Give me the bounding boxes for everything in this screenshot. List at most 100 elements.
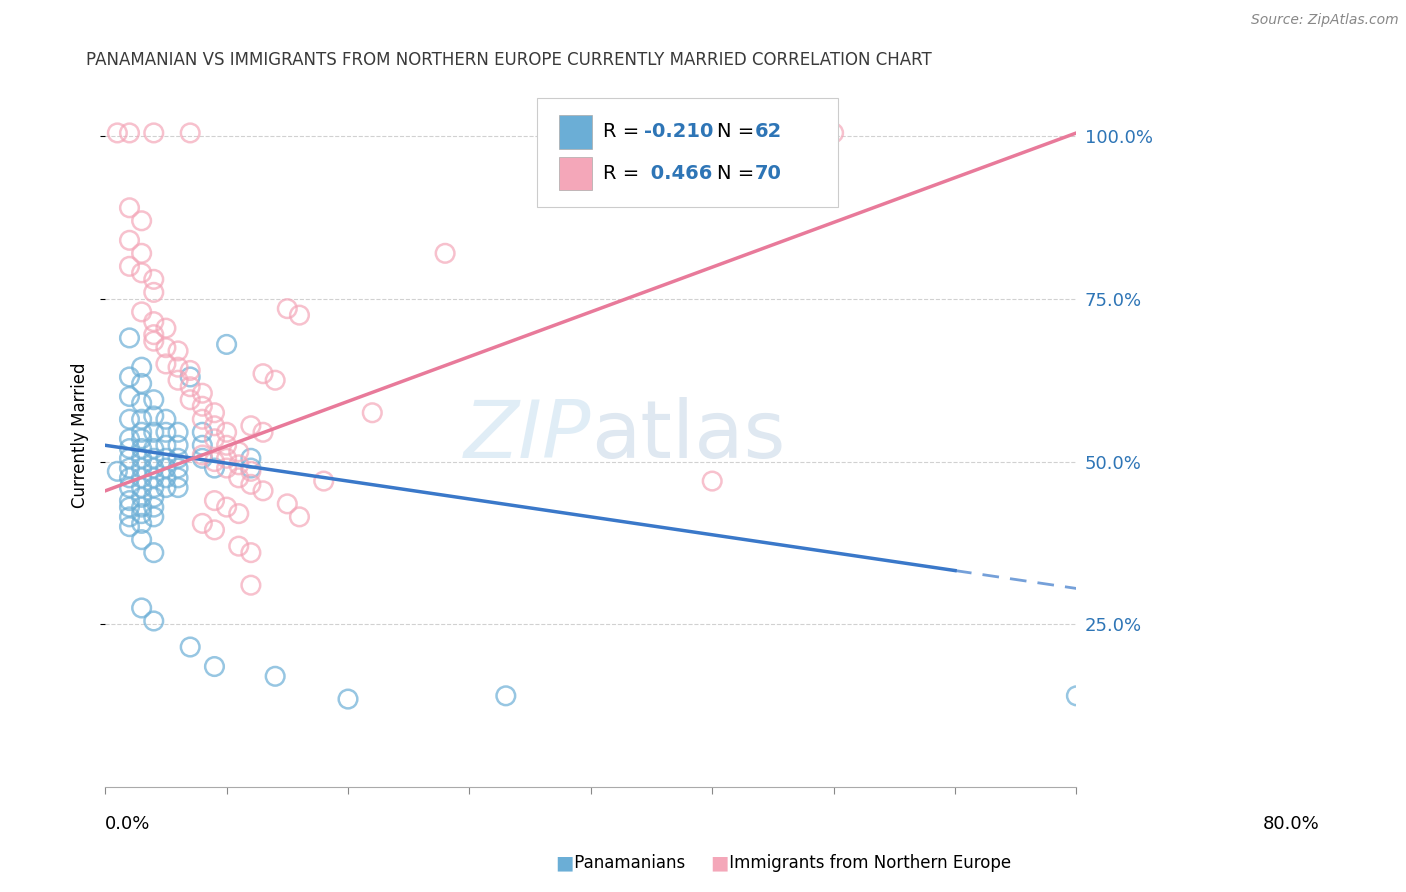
Point (131, 214, 153, 228)
Point (142, 272, 165, 286)
Point (118, 509, 141, 524)
Point (434, 246, 457, 260)
Point (276, 301, 298, 316)
Point (131, 451, 153, 466)
Point (167, 343, 190, 358)
Point (191, 425, 214, 440)
Text: 80.0%: 80.0% (1263, 815, 1319, 833)
Point (118, 201, 141, 215)
Point (204, 432, 226, 446)
Point (239, 451, 262, 466)
Point (228, 471, 250, 485)
Point (131, 533, 153, 547)
Point (179, 126, 201, 140)
Point (131, 461, 153, 475)
Point (288, 308, 311, 322)
Point (191, 451, 214, 466)
FancyBboxPatch shape (537, 98, 838, 207)
Point (823, 126, 845, 140)
Point (131, 425, 153, 440)
Point (1066, 689, 1088, 703)
Point (142, 481, 165, 495)
Point (142, 546, 165, 560)
Point (204, 418, 226, 433)
Text: 62: 62 (755, 122, 782, 141)
Point (215, 451, 238, 466)
Text: ■: ■ (555, 854, 574, 872)
Point (312, 474, 335, 488)
Point (361, 406, 384, 420)
Point (131, 266, 153, 280)
Text: 70: 70 (755, 164, 782, 183)
Text: -0.210: -0.210 (644, 122, 714, 141)
Text: 0.466: 0.466 (644, 164, 713, 183)
Point (264, 669, 287, 683)
Text: PANAMANIAN VS IMMIGRANTS FROM NORTHERN EUROPE CURRENTLY MARRIED CORRELATION CHAR: PANAMANIAN VS IMMIGRANTS FROM NORTHERN E… (86, 51, 932, 69)
Point (131, 500, 153, 515)
Point (118, 412, 141, 426)
Point (142, 392, 165, 407)
Point (702, 474, 724, 488)
Point (118, 432, 141, 446)
Point (239, 546, 262, 560)
Point (118, 370, 141, 384)
Point (131, 360, 153, 375)
Text: R =: R = (603, 122, 645, 141)
Point (276, 497, 298, 511)
Point (215, 461, 238, 475)
Point (191, 386, 214, 401)
Point (118, 260, 141, 274)
Point (179, 640, 201, 654)
Point (118, 493, 141, 508)
Point (118, 442, 141, 456)
Point (155, 412, 177, 426)
Point (215, 425, 238, 440)
Point (118, 519, 141, 533)
Bar (558, 115, 592, 149)
Point (228, 507, 250, 521)
Point (167, 438, 190, 452)
Point (118, 126, 141, 140)
Point (191, 516, 214, 531)
Point (131, 396, 153, 410)
Point (142, 491, 165, 505)
Point (118, 451, 141, 466)
Point (142, 451, 165, 466)
Point (155, 451, 177, 466)
Point (239, 578, 262, 592)
Point (142, 409, 165, 423)
Point (179, 370, 201, 384)
Point (131, 507, 153, 521)
Point (142, 285, 165, 300)
Point (142, 500, 165, 515)
Text: atlas: atlas (591, 397, 785, 475)
Point (215, 438, 238, 452)
Point (167, 461, 190, 475)
Point (167, 481, 190, 495)
Point (155, 321, 177, 335)
Text: N =: N = (717, 164, 761, 183)
Point (288, 509, 311, 524)
Point (118, 389, 141, 403)
Point (204, 659, 226, 673)
Point (228, 458, 250, 472)
Point (264, 373, 287, 387)
Point (142, 126, 165, 140)
Point (228, 444, 250, 458)
Point (252, 367, 274, 381)
Point (167, 451, 190, 466)
Point (191, 399, 214, 413)
Point (155, 425, 177, 440)
Point (179, 363, 201, 377)
Point (118, 233, 141, 247)
Point (495, 689, 517, 703)
Point (142, 334, 165, 348)
Point (228, 539, 250, 553)
Bar (558, 157, 592, 190)
Point (204, 406, 226, 420)
Point (191, 448, 214, 462)
Point (131, 516, 153, 531)
Point (142, 471, 165, 485)
Point (118, 471, 141, 485)
Point (118, 461, 141, 475)
